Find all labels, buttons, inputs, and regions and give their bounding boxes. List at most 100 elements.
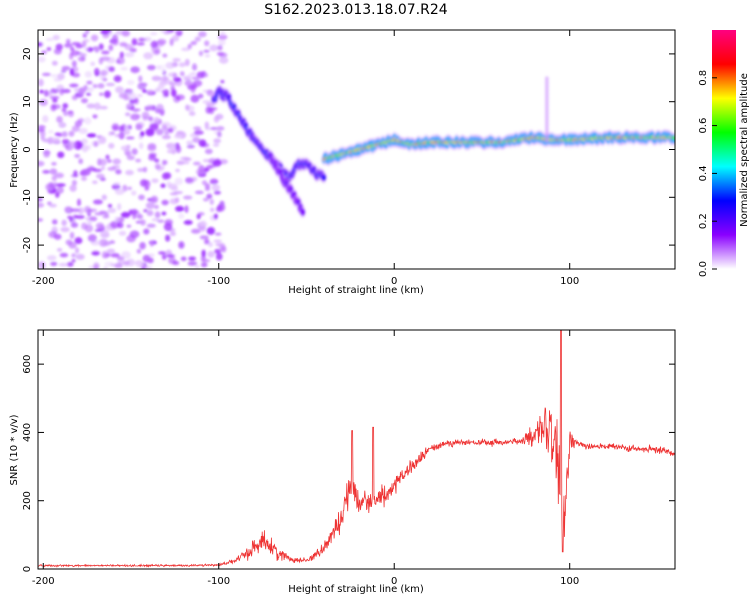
noise-blob [71, 258, 76, 263]
noise-blob [56, 115, 63, 124]
noise-blob [85, 216, 90, 221]
noise-blob [154, 204, 159, 210]
noise-blob [161, 199, 169, 206]
noise-blob [184, 205, 189, 213]
noise-blob [86, 220, 93, 225]
noise-blob [194, 36, 201, 42]
noise-blob [170, 186, 179, 191]
noise-blob [125, 169, 134, 176]
noise-blob [59, 88, 64, 96]
noise-blob [38, 261, 46, 269]
noise-blob [51, 162, 57, 166]
noise-blob [194, 265, 200, 269]
colorbar-tick-label: 0.8 [698, 70, 709, 86]
noise-blob [86, 144, 92, 150]
noise-blob [151, 75, 162, 82]
noise-blob [151, 178, 159, 184]
noise-blob [163, 223, 173, 231]
noise-blob [98, 105, 108, 110]
noise-blob [108, 44, 114, 51]
snr-axes: -200 -100 0 100 0 200 400 600 [22, 329, 676, 587]
noise-blob [71, 60, 77, 68]
noise-blob [154, 211, 161, 219]
noise-blob [157, 219, 165, 223]
noise-blob [52, 97, 58, 103]
noise-blob [162, 53, 168, 58]
noise-blob [114, 216, 120, 222]
noise-blob [206, 193, 213, 200]
noise-blob [61, 108, 67, 113]
noise-blob [197, 93, 204, 99]
spike-blob [544, 133, 549, 139]
noise-blob [160, 30, 167, 33]
noise-blob [51, 175, 57, 182]
noise-blob [64, 206, 72, 213]
noise-blob [142, 166, 148, 173]
noise-blob [144, 36, 152, 42]
noise-blob [38, 160, 45, 167]
noise-blob [198, 139, 207, 147]
noise-blob [169, 231, 177, 237]
noise-blob [101, 30, 112, 34]
noise-blob [80, 138, 88, 145]
noise-blob [190, 228, 201, 234]
noise-blob [80, 98, 88, 104]
noise-blob [92, 180, 98, 184]
noise-blob [203, 73, 209, 78]
noise-blob [171, 34, 180, 42]
noise-blob [166, 80, 174, 85]
noise-blob [74, 237, 83, 245]
noise-blob [160, 183, 166, 188]
noise-blob [192, 161, 201, 166]
y-tick-label: 20 [22, 48, 33, 61]
noise-blob [218, 38, 226, 46]
noise-blob [169, 192, 179, 196]
noise-blob [105, 154, 110, 160]
spike-blob [544, 103, 549, 109]
noise-blob [195, 168, 206, 176]
noise-blob [50, 74, 59, 78]
noise-blob [172, 58, 181, 62]
spectrogram-xlabel: Height of straight line (km) [288, 285, 424, 296]
noise-blob [86, 92, 91, 96]
y-tick-label: -10 [22, 189, 33, 205]
ridge-core [322, 176, 326, 180]
noise-blob [190, 40, 197, 46]
x-tick-label: 0 [391, 276, 397, 287]
noise-blob [65, 239, 73, 246]
noise-blob [206, 227, 216, 235]
noise-blob [84, 117, 92, 125]
noise-blob [119, 42, 128, 47]
x-tick-label: 0 [391, 576, 397, 587]
spectrogram-heatmap [38, 30, 675, 269]
noise-blob [190, 83, 198, 90]
noise-blob [39, 89, 44, 94]
noise-blob [117, 203, 122, 211]
spike-blob [544, 95, 549, 101]
noise-blob [209, 198, 214, 206]
noise-blob [136, 248, 142, 254]
noise-blob [176, 160, 185, 166]
noise-blob [120, 211, 131, 219]
noise-blob [165, 62, 175, 70]
noise-blob [61, 219, 67, 226]
noise-blob [51, 219, 58, 225]
noise-blob [69, 231, 75, 240]
noise-blob [124, 112, 131, 117]
noise-blob [94, 46, 100, 53]
noise-blob [182, 75, 189, 81]
noise-blob [88, 265, 94, 269]
noise-blob [137, 94, 143, 98]
noise-blob [157, 84, 165, 90]
noise-blob [161, 254, 167, 260]
noise-blob [126, 144, 131, 148]
noise-blob [87, 234, 97, 242]
noise-blob [135, 123, 143, 131]
noise-blob [193, 130, 204, 135]
noise-blob [86, 87, 94, 92]
noise-blob [150, 40, 158, 49]
noise-blob [187, 43, 192, 50]
noise-blob [120, 66, 128, 71]
noise-blob [78, 127, 88, 134]
noise-blob [180, 47, 191, 52]
